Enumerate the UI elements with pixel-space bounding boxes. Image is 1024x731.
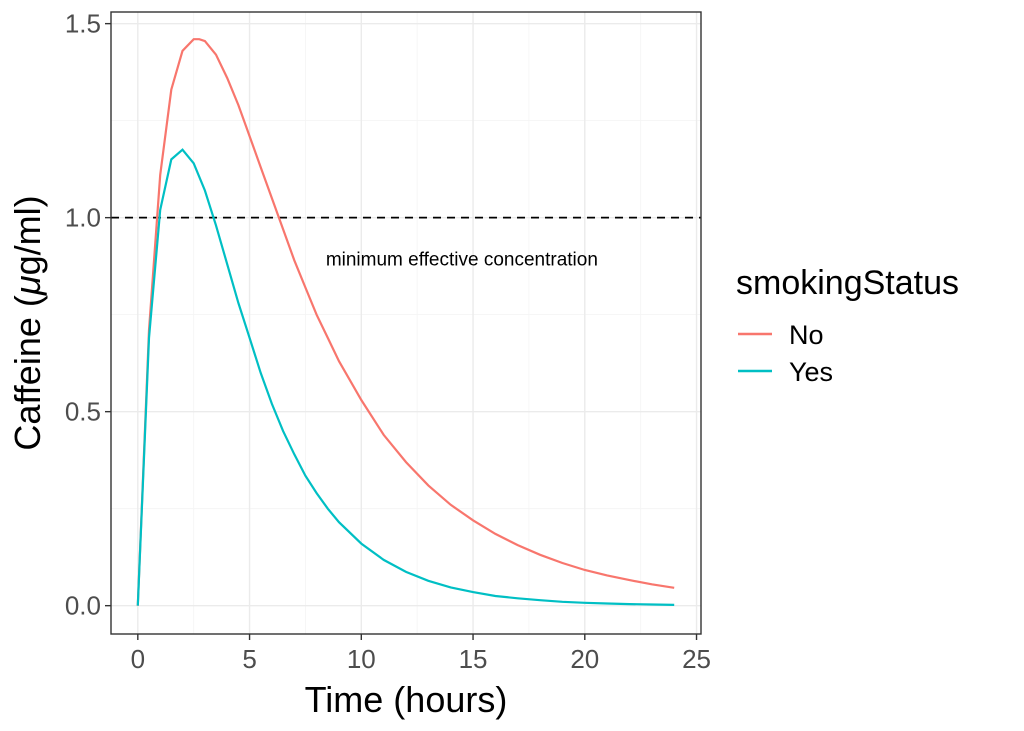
x-tick-label: 20: [570, 644, 599, 674]
x-axis-title: Time (hours): [305, 679, 508, 720]
y-tick-label: 1.0: [65, 203, 101, 233]
series-line-yes: [136, 148, 675, 606]
y-tick-label: 0.5: [65, 397, 101, 427]
legend-label-yes: Yes: [789, 357, 833, 387]
x-tick-label: 5: [242, 644, 256, 674]
y-axis-title-prefix: Caffeine (: [7, 295, 48, 450]
legend-label-no: No: [789, 320, 824, 350]
x-axis-ticks: 0 5 10 15 20 25: [131, 634, 711, 674]
x-tick-label: 25: [682, 644, 711, 674]
legend-items: No Yes: [738, 320, 833, 387]
y-axis-title-mu: μ: [7, 275, 48, 296]
x-tick-label: 10: [347, 644, 376, 674]
legend-title: smokingStatus: [736, 264, 959, 302]
panel-border: [110, 11, 702, 635]
y-axis-ticks: 0.0 0.5 1.0 1.5: [65, 9, 111, 621]
y-axis-title-suffix: g/ml): [7, 195, 48, 275]
legend: smokingStatus No Yes: [736, 264, 959, 387]
x-tick-label: 0: [131, 644, 145, 674]
grid-minor-y: [111, 120, 701, 510]
x-tick-label: 15: [459, 644, 488, 674]
grid-major-x: [137, 12, 698, 634]
y-tick-label: 0.0: [65, 591, 101, 621]
series-line-no: [136, 38, 675, 606]
y-tick-label: 1.5: [65, 9, 101, 39]
hline-annotation: minimum effective concentration: [326, 249, 598, 270]
panel-background: [111, 12, 701, 634]
y-axis-title: Caffeine (μg/ml): [7, 195, 48, 450]
grid-minor-x: [193, 12, 642, 634]
series-lines: [136, 38, 675, 606]
